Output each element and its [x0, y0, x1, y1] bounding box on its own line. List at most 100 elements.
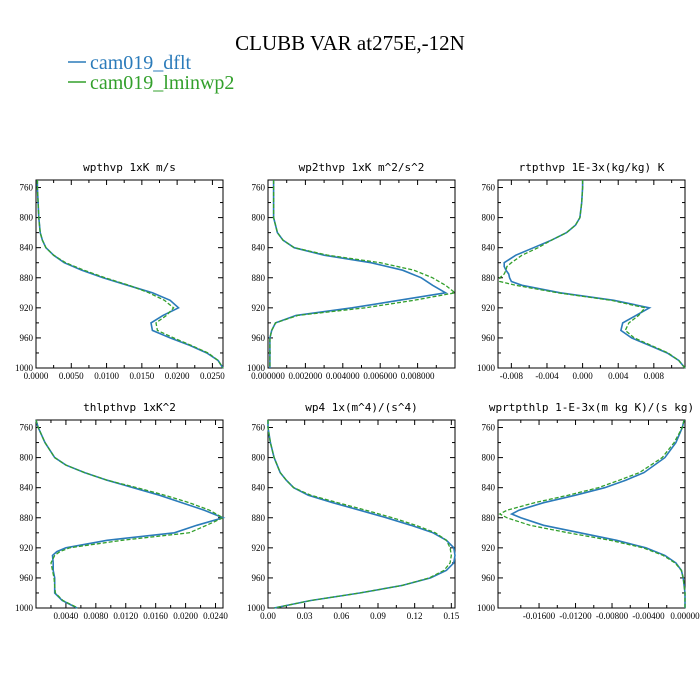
y-tick-label: 840	[482, 483, 496, 493]
panel-6: wprtpthlp 1-E-3x(m kg K)/(s kg) 760 800 840…	[477, 401, 700, 621]
plot-frame	[35, 179, 224, 369]
x-tick-label: 0.0250	[200, 371, 225, 381]
y-tick-label: 920	[252, 543, 266, 553]
y-tick-label: 960	[252, 333, 266, 343]
x-tick-label: 0.03	[297, 611, 313, 621]
panel-title: wprtpthlp 1-E-3x(m kg K)/(s kg)	[489, 401, 694, 414]
y-tick-label: 800	[20, 213, 34, 223]
y-tick-label: 800	[252, 213, 266, 223]
y-tick-label: 1000	[477, 603, 496, 613]
panel-title: wpthvp 1xK m/s	[83, 161, 176, 174]
x-tick-label: -0.01200	[559, 611, 592, 621]
main-title: CLUBB VAR at275E,-12N	[235, 31, 465, 55]
y-tick-label: 840	[252, 483, 266, 493]
x-tick-label: 0.004000	[326, 371, 360, 381]
y-tick-label: 960	[20, 573, 34, 583]
series-line-2	[35, 419, 225, 609]
y-tick-label: 760	[482, 423, 496, 433]
x-tick-label: 0.12	[407, 611, 423, 621]
series-line-1	[35, 419, 226, 609]
y-tick-label: 1000	[247, 603, 266, 613]
panel-title: wp2thvp 1xK m^2/s^2	[299, 161, 425, 174]
y-tick-label: 880	[482, 273, 496, 283]
y-tick-label: 800	[20, 453, 34, 463]
panel-title: thlpthvp 1xK^2	[83, 401, 176, 414]
y-tick-label: 840	[20, 483, 34, 493]
x-tick-label: 0.06	[333, 611, 349, 621]
x-tick-label: -0.01600	[523, 611, 556, 621]
panel-4: thlpthvp 1xK^2 760 800 840 880 920 960 1000 0.00…	[15, 401, 228, 621]
y-tick-label: 880	[482, 513, 496, 523]
y-tick-label: 920	[20, 303, 34, 313]
y-tick-label: 880	[20, 273, 34, 283]
x-tick-label: 0.0160	[143, 611, 168, 621]
y-tick-label: 760	[20, 183, 34, 193]
panel-1: wpthvp 1xK m/s76080084088092096010000.00…	[15, 161, 225, 381]
y-tick-label: 920	[252, 303, 266, 313]
x-tick-label: 0.0150	[129, 371, 154, 381]
y-tick-label: 1000	[15, 603, 34, 613]
x-tick-label: 0.0200	[165, 371, 190, 381]
plot-frame	[497, 419, 686, 609]
series-line-1	[503, 180, 686, 369]
x-tick-label: 0.0120	[113, 611, 138, 621]
legend-label-dflt: cam019_dflt	[90, 52, 192, 74]
x-tick-label: 0.008000	[401, 371, 435, 381]
y-tick-label: 1000	[477, 363, 496, 373]
legend-label-lminwp2: cam019_lminwp2	[90, 72, 234, 94]
y-tick-label: 840	[20, 243, 34, 253]
x-tick-label: -0.00800	[596, 611, 629, 621]
y-tick-label: 960	[252, 573, 266, 583]
x-tick-label: 0.0080	[83, 611, 108, 621]
y-tick-label: 920	[482, 543, 496, 553]
x-tick-label: 0.002000	[289, 371, 323, 381]
y-tick-label: 760	[482, 183, 496, 193]
series-line-2	[267, 420, 452, 609]
x-tick-label: 0.0240	[203, 611, 228, 621]
y-tick-label: 800	[252, 453, 266, 463]
plot-frame	[35, 419, 224, 609]
legend: cam019_dflt cam019_lminwp2	[68, 52, 234, 94]
series-line-1	[269, 180, 448, 368]
x-tick-label: 0.0200	[173, 611, 198, 621]
series-line-2	[269, 180, 457, 368]
y-tick-label: 1000	[247, 363, 266, 373]
x-tick-label: -0.00400	[632, 611, 665, 621]
panel-5: wp4 1x(m^4)/(s^4) 760 800 840 880 920 960 1000 0…	[247, 401, 460, 621]
x-tick-label: 0.004	[608, 371, 629, 381]
x-tick-label: 0.008	[644, 371, 665, 381]
x-tick-label: -0.008	[500, 371, 524, 381]
y-tick-label: 840	[252, 243, 266, 253]
y-tick-label: 800	[482, 213, 496, 223]
x-tick-label: 0.09	[370, 611, 386, 621]
x-tick-label: 0.006000	[363, 371, 397, 381]
x-tick-label: 0.00000	[670, 611, 700, 621]
series-line-2	[498, 419, 686, 608]
y-tick-label: 880	[20, 513, 34, 523]
plot-frame	[267, 179, 456, 369]
x-tick-label: 0.15	[443, 611, 459, 621]
y-tick-label: 920	[482, 303, 496, 313]
x-tick-label: 0.0100	[94, 371, 119, 381]
y-tick-label: 840	[482, 243, 496, 253]
x-tick-label: 0.000000	[251, 371, 285, 381]
series-line-1	[267, 420, 456, 609]
panel-title: rtpthvp 1E-3x(kg/kg) K	[519, 161, 665, 174]
series-line-1	[509, 419, 686, 608]
y-tick-label: 880	[252, 513, 266, 523]
x-tick-label: -0.004	[535, 371, 559, 381]
panels: wpthvp 1xK m/s76080084088092096010000.00…	[15, 161, 700, 621]
y-tick-label: 800	[482, 453, 496, 463]
series-line-1	[36, 180, 224, 369]
y-tick-label: 760	[20, 423, 34, 433]
y-tick-label: 960	[482, 333, 496, 343]
plot-frame	[267, 419, 456, 609]
panel-title: wp4 1x(m^4)/(s^4)	[305, 401, 418, 414]
y-tick-label: 1000	[15, 363, 34, 373]
y-tick-label: 760	[252, 423, 266, 433]
series-line-2	[499, 180, 686, 369]
x-tick-label: 0.0050	[59, 371, 84, 381]
series-line-2	[36, 180, 224, 369]
panel-2: wp2thvp 1xK m^2/s^2 760 800 840 880 920 960 100…	[247, 161, 457, 381]
